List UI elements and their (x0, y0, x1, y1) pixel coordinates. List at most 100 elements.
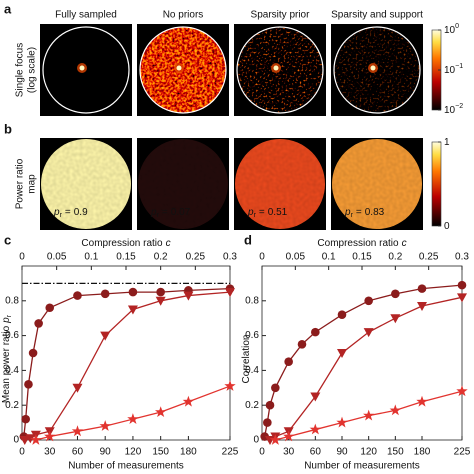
y-axis-label: Mean power ratiopr (1, 314, 13, 403)
image-title: No priors (163, 10, 204, 21)
focus-spot (176, 65, 182, 71)
marker (100, 331, 111, 341)
marker (297, 340, 307, 349)
x2-tick-label: 0.25 (419, 252, 439, 263)
aperture-outline (236, 26, 324, 114)
ratio-label-part: p (247, 207, 254, 218)
marker (183, 291, 194, 301)
ratio-label-part: = (356, 207, 362, 218)
x-axis-label: Number of measurements (68, 461, 184, 472)
x-tick-label: 0 (19, 447, 25, 458)
x-tick-label: 60 (72, 447, 84, 458)
panel-label: a (4, 1, 12, 16)
marker (44, 430, 56, 442)
row-label: map (27, 174, 38, 194)
x2-tick-label: 0.3 (223, 252, 237, 263)
x2-axis-label: Compression ratio c (81, 238, 170, 249)
ratio-label-part: = (65, 207, 71, 218)
marker (390, 314, 401, 324)
y-tick-label: 0.8 (5, 295, 19, 306)
marker (363, 409, 375, 421)
y-tick-label: 0.4 (245, 365, 259, 376)
x-tick-label: 120 (360, 447, 377, 458)
x2-axis-label: Compression ratio c (317, 238, 406, 249)
ratio-label-part: p (150, 207, 157, 218)
x2-tick-label: 0.1 (84, 252, 98, 263)
y-axis-label-part: p (1, 317, 12, 324)
marker (363, 328, 374, 338)
ratio-label-part: 0.9 (74, 207, 88, 218)
marker (337, 349, 347, 358)
marker (389, 404, 401, 416)
ratio-label-part: r (254, 212, 257, 219)
marker (225, 288, 235, 298)
marker (45, 303, 55, 313)
colorbar-tick-label: 10−2 (444, 103, 463, 116)
x-tick-label: 90 (100, 447, 112, 458)
x2-tick-label: 0.15 (116, 252, 136, 263)
x-tick-label: 30 (44, 447, 56, 458)
colorbar-tick-label-part: 10 (444, 25, 456, 36)
marker (127, 413, 139, 424)
marker (283, 430, 295, 442)
colorbar-tick-label: 10−1 (444, 63, 463, 76)
marker (263, 418, 272, 427)
x-tick-label: 60 (310, 447, 322, 458)
ratio-label-part: 0.83 (365, 207, 385, 218)
colorbar-tick-label-part: 1 (444, 137, 450, 148)
marker (271, 383, 280, 393)
ratio-label: pr = 0.83 (344, 207, 385, 219)
marker (28, 348, 38, 358)
marker (155, 406, 167, 417)
pixel-texture (41, 139, 131, 229)
x-tick-label: 180 (180, 447, 197, 458)
marker (309, 423, 321, 435)
x2-tick-label: 0.3 (455, 252, 469, 263)
marker (128, 287, 138, 297)
ratio-label-part: = (162, 207, 168, 218)
ratio-label-part: = (259, 207, 265, 218)
marker (284, 357, 293, 367)
marker (99, 420, 111, 431)
y-tick-label: 0.8 (245, 295, 259, 306)
plot-frame (261, 265, 463, 441)
pixel-texture (332, 139, 422, 229)
marker (457, 293, 467, 303)
aperture-outline (42, 26, 130, 114)
marker (21, 414, 30, 424)
y-tick-label: 0 (13, 435, 19, 446)
y-axis-label: Correlation (241, 335, 252, 384)
panel-label: b (4, 121, 12, 136)
x2-axis-label-part: c (166, 238, 171, 249)
focus-spot (79, 65, 85, 71)
pixel-texture (235, 139, 325, 229)
x2-tick-label: 0.2 (154, 252, 168, 263)
marker (457, 280, 467, 290)
x2-axis-label-part: Compression ratio (317, 238, 399, 249)
series-line (24, 291, 231, 441)
marker (337, 310, 347, 320)
x-tick-label: 120 (125, 447, 142, 458)
x2-tick-label: 0 (259, 252, 265, 263)
x-tick-label: 225 (454, 447, 471, 458)
focus-spot (273, 65, 279, 71)
focus-spot (370, 65, 376, 71)
marker (127, 305, 138, 315)
y-tick-label: 0.6 (245, 330, 259, 341)
series-line (35, 385, 231, 441)
colorbar-tick-label-part: −2 (455, 103, 463, 110)
marker (24, 380, 33, 389)
x2-tick-label: 0.1 (322, 252, 336, 263)
colorbar-tick-label-part: 10 (444, 65, 456, 76)
x2-tick-label: 0.15 (352, 252, 372, 263)
pixel-texture (138, 139, 228, 229)
y-tick-label: 0.4 (5, 365, 19, 376)
x-tick-label: 150 (387, 447, 404, 458)
row-label: (log scale) (27, 47, 38, 93)
ratio-label: pr = 0.07 (150, 207, 191, 219)
y-tick-label: 0.2 (245, 400, 259, 411)
y-axis-label-part: Mean power ratio (1, 325, 12, 403)
marker (30, 434, 42, 445)
marker (155, 296, 166, 306)
